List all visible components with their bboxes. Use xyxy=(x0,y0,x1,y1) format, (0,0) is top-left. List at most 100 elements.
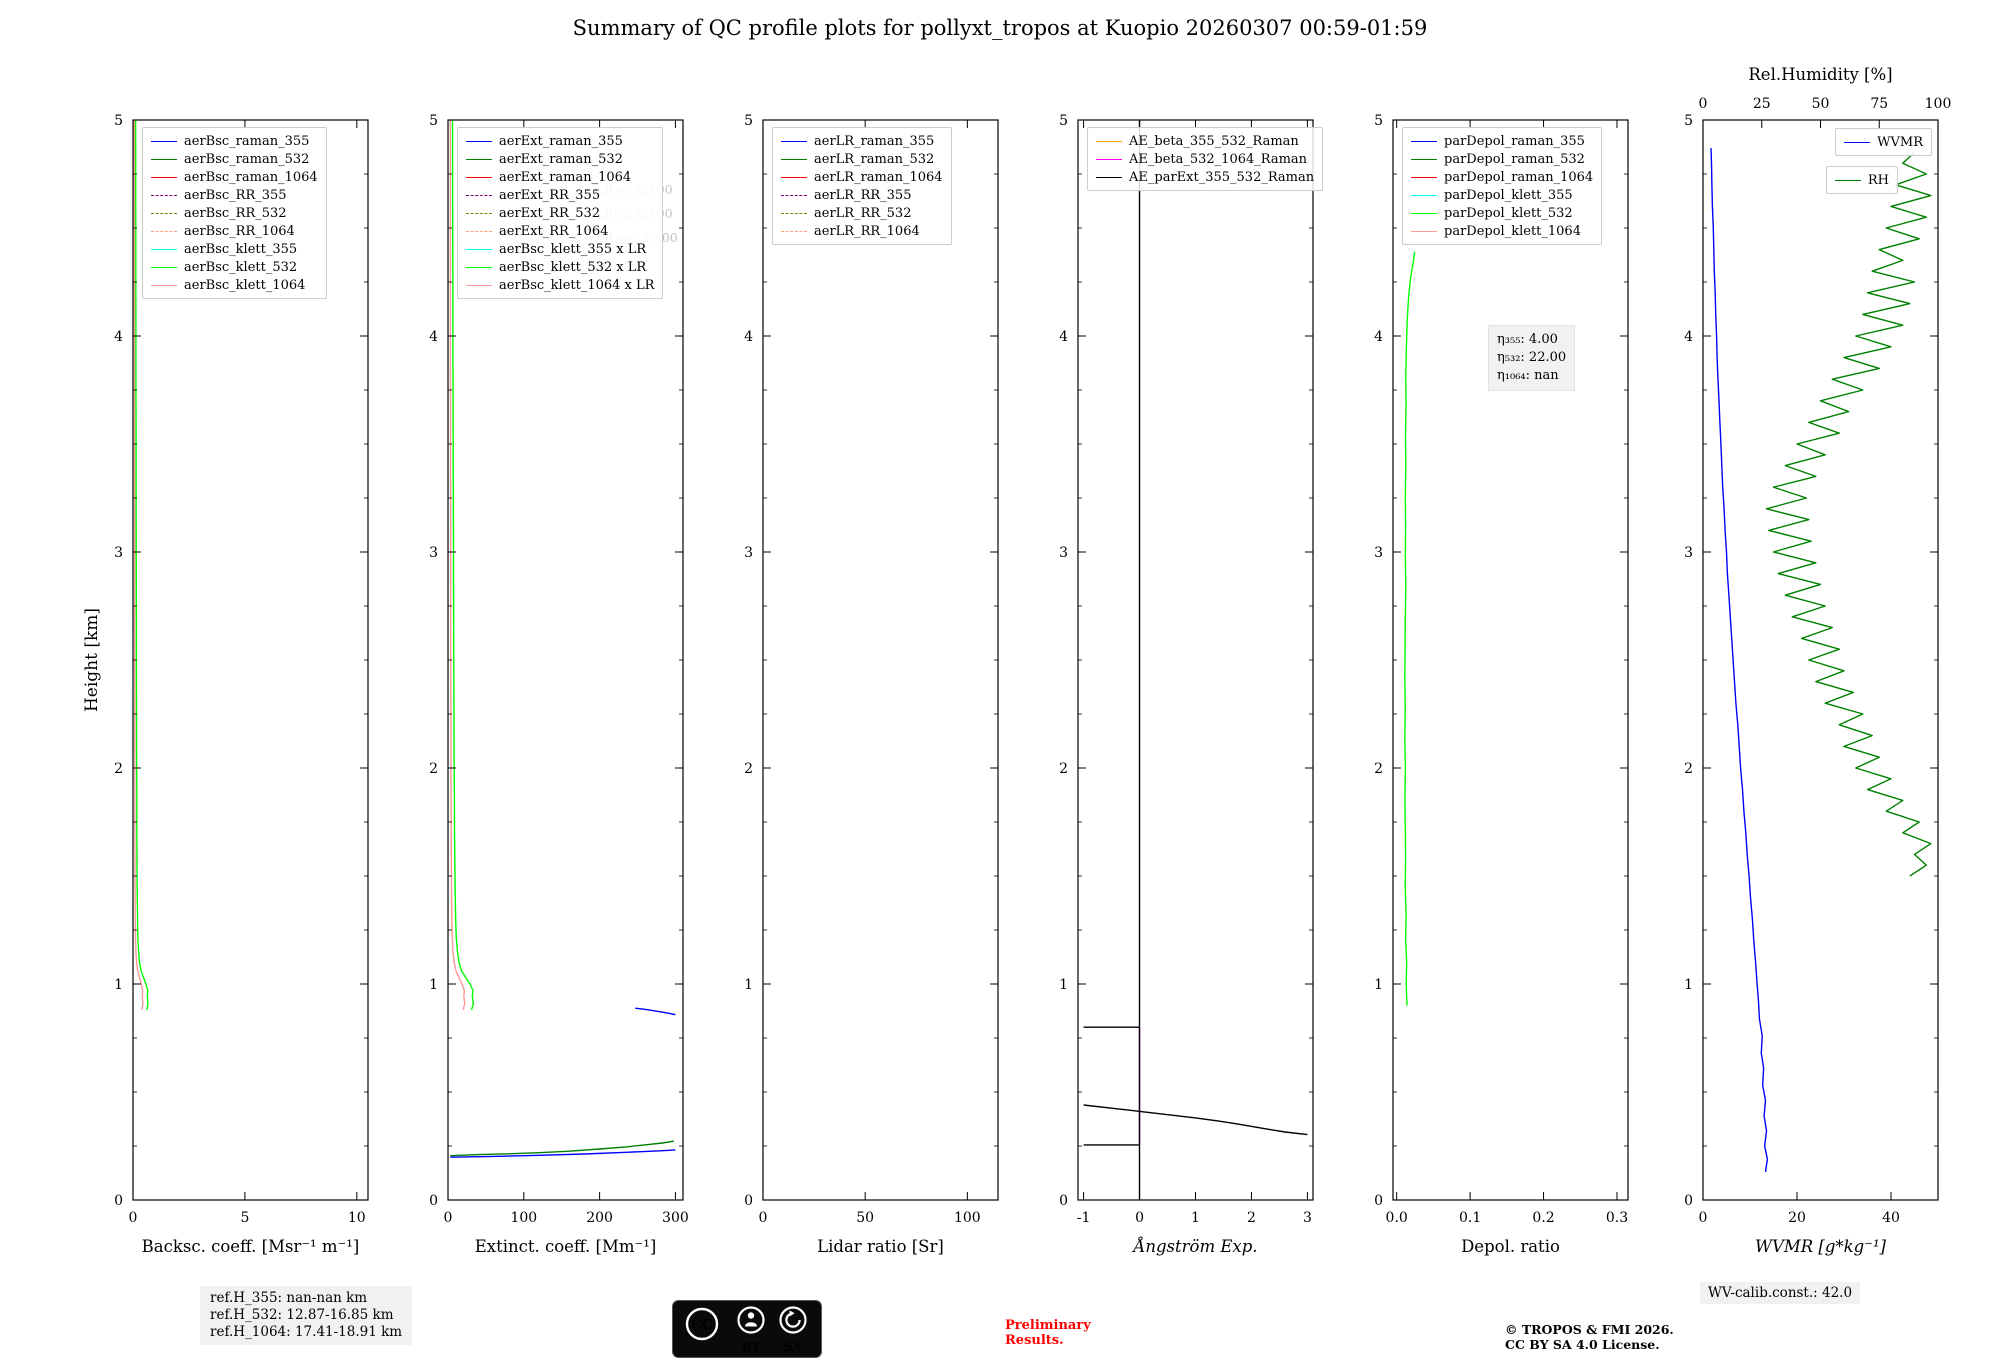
legend-label: parDepol_klett_355 xyxy=(1444,187,1573,203)
y-tick-label: 1 xyxy=(429,977,438,993)
legend: WVMR xyxy=(1835,128,1932,156)
legend-swatch xyxy=(1411,158,1437,160)
legend-swatch xyxy=(1411,230,1437,232)
y-tick-label: 5 xyxy=(429,113,438,129)
legend-label: aerBsc_klett_1064 x LR xyxy=(499,277,655,293)
legend-item: aerExt_RR_1064 xyxy=(466,222,654,240)
top-axis-label: Rel.Humidity [%] xyxy=(1748,65,1892,84)
legend-swatch xyxy=(151,248,177,250)
legend: RH xyxy=(1825,166,1898,194)
y-tick-label: 2 xyxy=(114,761,123,777)
y-tick-label: 3 xyxy=(429,545,438,561)
y-tick-label: 1 xyxy=(114,977,123,993)
ref-h-355: ref.H_355: nan-nan km xyxy=(210,1290,368,1306)
legend-item: parDepol_raman_355 xyxy=(1411,132,1593,150)
x-tick-label: 300 xyxy=(662,1210,689,1226)
legend-swatch xyxy=(466,284,492,286)
top-tick-label: 0 xyxy=(1699,96,1708,112)
legend-label: aerBsc_RR_532 xyxy=(184,205,287,221)
cc-badge-plate xyxy=(672,1300,822,1358)
legend-swatch xyxy=(781,158,807,160)
legend-swatch xyxy=(466,212,492,214)
legend-item: aerBsc_klett_532 xyxy=(151,258,318,276)
y-tick-label: 3 xyxy=(114,545,123,561)
legend-swatch xyxy=(1411,140,1437,142)
legend-swatch xyxy=(466,266,492,268)
legend-label: parDepol_raman_1064 xyxy=(1444,169,1594,185)
series-RH xyxy=(1765,151,1932,877)
preliminary-line-1: Preliminary xyxy=(1005,1318,1091,1333)
x-tick-label: 0.0 xyxy=(1386,1210,1408,1226)
series-aerExt_raman_355 xyxy=(450,1149,676,1158)
legend-item: aerLR_raman_1064 xyxy=(781,168,943,186)
legend-item: aerBsc_raman_355 xyxy=(151,132,318,150)
legend-swatch xyxy=(781,230,807,232)
legend-item: AE_beta_355_532_Raman xyxy=(1096,132,1314,150)
legend-swatch xyxy=(151,176,177,178)
legend-item: parDepol_raman_1064 xyxy=(1411,168,1593,186)
x-tick-label: 100 xyxy=(954,1210,981,1226)
x-tick-label: 5 xyxy=(240,1210,249,1226)
legend-swatch xyxy=(781,194,807,196)
series-aerBsc_klett_532 xyxy=(134,119,149,1011)
legend-swatch xyxy=(466,140,492,142)
legend-swatch xyxy=(1834,179,1861,181)
y-tick-label: 4 xyxy=(1374,329,1383,345)
series-aerExt_raman_532 xyxy=(450,1140,675,1157)
legend-label: aerLR_RR_1064 xyxy=(814,223,920,239)
legend-swatch xyxy=(151,158,177,160)
eta-calibration-note: η₃₅₅: 4.00 η₅₃₂: 22.00 η₁₀₆₄: nan xyxy=(1488,325,1576,391)
series-aerBsc_klett_532_x_LR xyxy=(451,120,475,1011)
x-tick-label: 3 xyxy=(1303,1210,1312,1226)
x-tick-label: 0 xyxy=(1135,1210,1144,1226)
legend-label: aerBsc_klett_355 xyxy=(184,241,298,257)
reference-height-note: ref.H_355: nan-nan km ref.H_532: 12.87-1… xyxy=(200,1286,413,1345)
x-tick-label: 0 xyxy=(129,1210,138,1226)
legend-label: aerBsc_RR_1064 xyxy=(184,223,295,239)
legend-label: aerExt_RR_532 xyxy=(499,205,601,221)
legend-swatch xyxy=(151,284,177,286)
y-tick-label: 2 xyxy=(1684,761,1693,777)
legend-label: aerBsc_klett_1064 xyxy=(184,277,306,293)
series-aerExt_raman_355 xyxy=(635,1007,676,1016)
legend-item: aerBsc_raman_1064 xyxy=(151,168,318,186)
axes-frame xyxy=(1392,119,1629,1201)
y-tick-label: 1 xyxy=(744,977,753,993)
y-tick-label: 4 xyxy=(429,329,438,345)
y-axis-label: Height [km] xyxy=(82,607,102,713)
x-axis-label: Backsc. coeff. [Msr⁻¹ m⁻¹] xyxy=(142,1237,360,1256)
legend-item: aerExt_raman_1064 xyxy=(466,168,654,186)
plot-canvas-1: 0 1 2 3 4 5 0 5 10 Backsc. coeff. [Msr⁻¹ m⁻¹] xyxy=(114,113,369,1256)
x-tick-label: 40 xyxy=(1882,1210,1900,1226)
legend-swatch xyxy=(781,212,807,214)
legend-item: aerBsc_RR_1064 xyxy=(151,222,318,240)
annotation-line: η₁₀₆₄: nan xyxy=(1497,368,1559,383)
y-tick-label: 1 xyxy=(1374,977,1383,993)
legend-swatch xyxy=(151,266,177,268)
series-AE_parExt_355_532_Raman xyxy=(1083,1104,1308,1136)
legend: AE_beta_355_532_Raman AE_beta_532_1064_Ra… xyxy=(1087,127,1324,191)
legend-item: aerBsc_klett_355 xyxy=(151,240,318,258)
top-tick-label: 75 xyxy=(1870,96,1888,112)
plot-canvas-4: 0 1 2 3 4 5 -1 0 1 2 3 Ångström Exp. xyxy=(1059,113,1314,1256)
legend-swatch xyxy=(151,230,177,232)
ref-h-1064: ref.H_1064: 17.41-18.91 km xyxy=(210,1324,403,1340)
x-tick-label: 1 xyxy=(1191,1210,1200,1226)
legend-swatch xyxy=(1096,176,1122,178)
y-tick-label: 2 xyxy=(1059,761,1068,777)
legend-item: parDepol_klett_532 xyxy=(1411,204,1593,222)
legend-item: aerLR_RR_355 xyxy=(781,186,943,204)
legend-swatch xyxy=(781,140,807,142)
legend-item: aerExt_raman_532 xyxy=(466,150,654,168)
legend-swatch xyxy=(151,194,177,196)
top-tick-label: 25 xyxy=(1753,96,1771,112)
x-tick-label: -1 xyxy=(1077,1210,1091,1226)
legend-label: RH xyxy=(1867,172,1889,188)
legend-label: parDepol_klett_532 xyxy=(1444,205,1573,221)
x-tick-label: 0 xyxy=(1699,1210,1708,1226)
x-tick-label: 0.3 xyxy=(1606,1210,1628,1226)
x-tick-label: 200 xyxy=(586,1210,613,1226)
legend-item: aerExt_RR_355 xyxy=(466,186,654,204)
x-tick-label: 10 xyxy=(348,1210,366,1226)
